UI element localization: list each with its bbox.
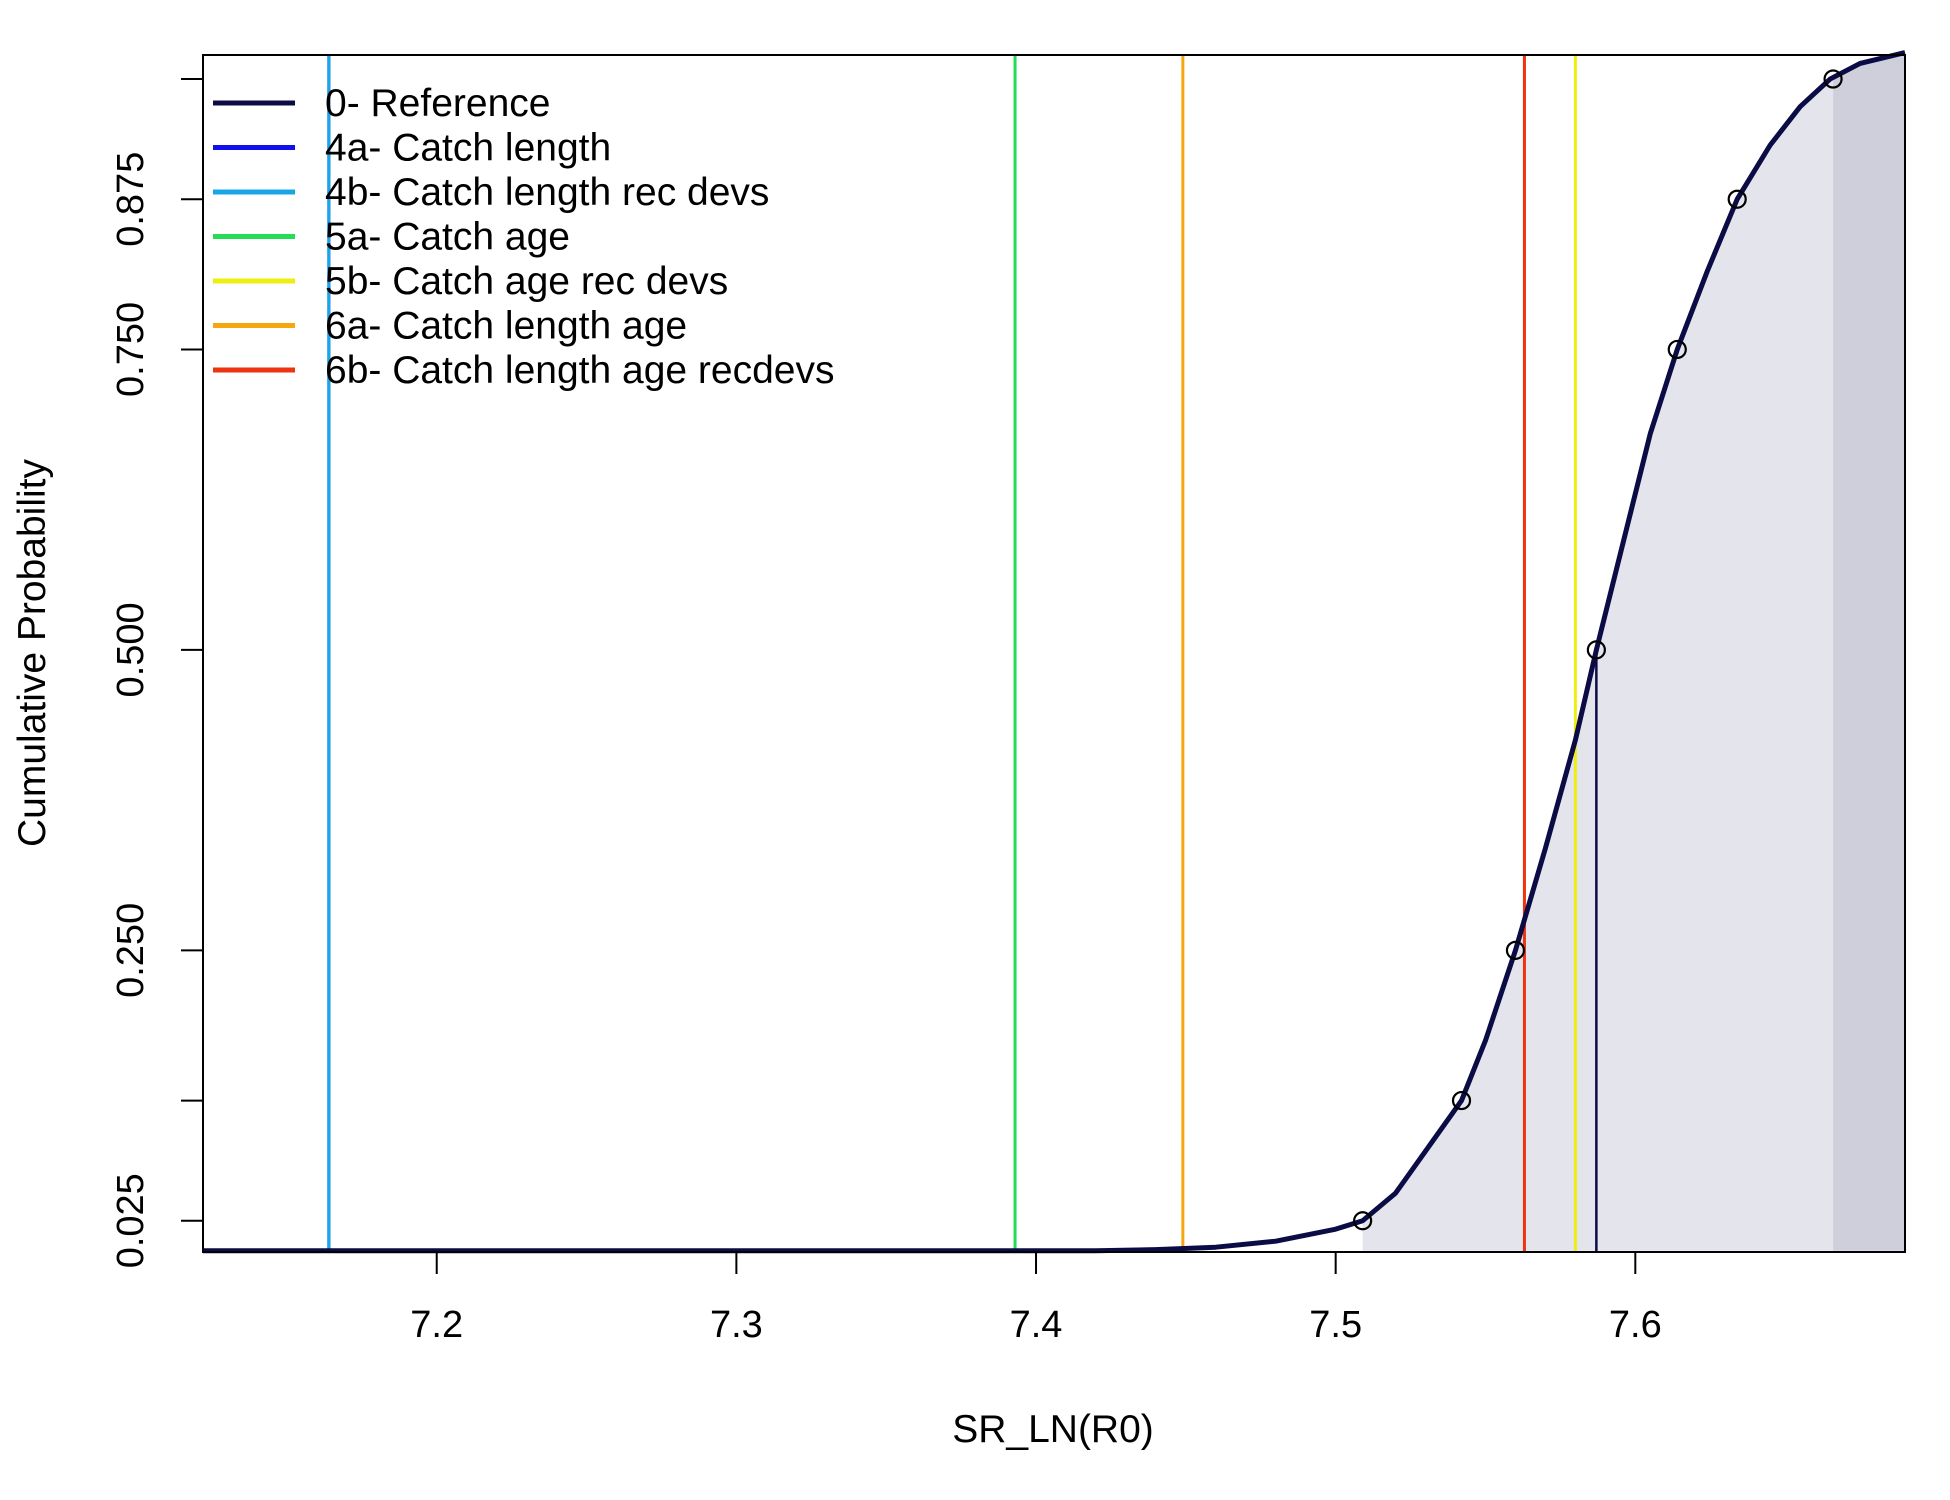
legend-label: 0- Reference <box>325 82 550 125</box>
legend-label: 4a- Catch length <box>325 127 611 170</box>
shaded-interval-layer <box>1362 52 1905 1251</box>
legend-label: 6b- Catch length age recdevs <box>325 349 834 392</box>
quantile-point <box>1451 1090 1472 1111</box>
legend-label: 5b- Catch age rec devs <box>325 260 728 303</box>
quantile-point <box>1353 1211 1373 1231</box>
x-axis: 7.2 7.3 7.4 7.5 7.6 <box>410 1252 1662 1346</box>
interval-95-fill <box>1362 77 1834 1251</box>
y-tick-label: 0.750 <box>110 302 152 397</box>
legend-label: 6a- Catch length age <box>325 305 687 348</box>
quantile-point <box>1586 640 1606 660</box>
y-tick-label: 0.500 <box>110 602 152 697</box>
plot-frame <box>202 54 1906 1253</box>
x-tick-label: 7.6 <box>1609 1304 1662 1346</box>
quantile-point <box>1727 189 1747 209</box>
y-tick-label: 0.875 <box>110 152 152 247</box>
y-axis: 0.025 0.250 0.500 0.750 0.875 <box>110 78 203 1268</box>
x-tick-label: 7.4 <box>1010 1304 1063 1346</box>
x-tick-label: 7.3 <box>710 1304 763 1346</box>
x-axis-title: SR_LN(R0) <box>952 1408 1154 1451</box>
cdf-curve-layer <box>203 50 1906 1254</box>
x-tick-label: 7.5 <box>1309 1304 1362 1346</box>
quantile-points-layer <box>1353 69 1843 1231</box>
quantile-point <box>1505 940 1526 960</box>
quantile-point <box>1823 69 1843 89</box>
x-tick-label: 7.2 <box>410 1304 463 1346</box>
y-tick-label: 0.250 <box>110 903 152 998</box>
legend-label: 5a- Catch age <box>325 216 570 259</box>
y-tick-label: 0.025 <box>110 1173 152 1268</box>
legend-label: 4b- Catch length rec devs <box>325 171 769 214</box>
y-axis-title: Cumulative Probability <box>11 459 54 848</box>
quantile-point <box>1667 339 1687 360</box>
reference-cdf-line <box>203 50 1906 1254</box>
scenario-lines-layer <box>327 55 1598 1252</box>
upper-tail-fill <box>1833 52 1905 1251</box>
